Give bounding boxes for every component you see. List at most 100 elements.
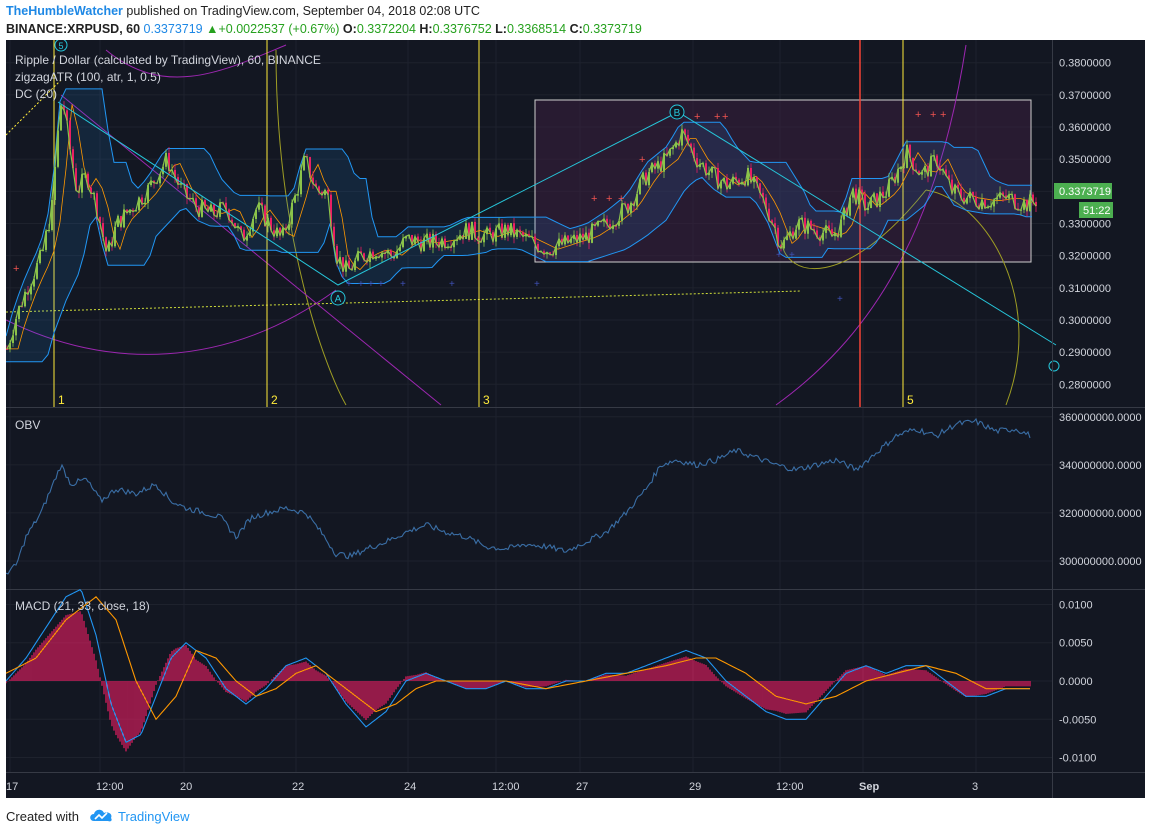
candle-body (918, 171, 920, 175)
time-tick-label: 22 (292, 781, 304, 793)
macd-line (6, 589, 1030, 743)
candle-body (390, 250, 392, 256)
candle-body (333, 226, 335, 246)
candle-body (762, 192, 764, 198)
candle-body (888, 179, 890, 197)
candle-body (6, 348, 8, 350)
candle-body (360, 251, 362, 254)
candle-body (294, 195, 296, 203)
candle-body (564, 235, 566, 245)
candle-body (201, 200, 203, 217)
created-with-text: Created with (6, 809, 79, 824)
obv-tick-label: 340000000.0000 (1059, 460, 1142, 472)
candle-body (45, 231, 47, 250)
candle-body (120, 216, 122, 228)
candle-body (948, 175, 950, 180)
price-tick-label: 0.3000000 (1059, 315, 1111, 327)
pattern-rectangle[interactable] (534, 99, 1032, 263)
buy-signal-icon: + (358, 279, 364, 290)
candle-body (630, 202, 632, 214)
chart-frame[interactable]: A B 5 + + + + + + + + + + + + + + + + + + + + + 0.3800000 0.3… (6, 40, 1145, 798)
candle-body (1035, 201, 1037, 207)
candle-body (945, 169, 947, 176)
candle-body (231, 219, 233, 223)
candle-body (993, 199, 995, 207)
candle-body (327, 189, 329, 195)
cycle-label-5: 5 (907, 393, 914, 407)
candle-body (213, 204, 215, 216)
macd-signal-line (6, 596, 1030, 721)
tradingview-cloud-icon[interactable] (88, 806, 114, 824)
author-link[interactable]: TheHumbleWatcher (6, 4, 123, 18)
candle-body (861, 189, 863, 195)
candle-body (987, 206, 989, 209)
macd-label[interactable]: MACD (21, 33, close, 18) (15, 599, 150, 613)
candle-body (804, 217, 806, 234)
candle-body (657, 161, 659, 169)
candle-body (336, 245, 338, 264)
candle-body (675, 142, 677, 148)
point-a-marker[interactable] (330, 290, 346, 306)
candle-body (798, 219, 800, 230)
candle-body (771, 220, 773, 224)
candle-body (567, 235, 569, 243)
time-tick-label: 20 (180, 781, 192, 793)
candle-body (522, 232, 524, 237)
tradingview-link[interactable]: TradingView (118, 809, 190, 824)
candle-body (516, 229, 518, 237)
candle-body (132, 209, 134, 212)
point-b-label: B (674, 108, 681, 119)
candle-body (621, 203, 623, 222)
candle-body (855, 188, 857, 205)
candle-body (930, 156, 932, 177)
candle-body (270, 217, 272, 231)
candle-body (105, 237, 107, 252)
candle-body (831, 229, 833, 237)
candle-body (966, 198, 968, 204)
candle-body (147, 185, 149, 203)
candle-body (627, 203, 629, 214)
buy-signal-icon: + (449, 279, 455, 290)
candle-body (573, 234, 575, 239)
point-b-marker[interactable] (669, 104, 685, 120)
candle-body (558, 238, 560, 247)
time-tick-label: 12:00 (96, 781, 124, 793)
candle-body (912, 157, 914, 170)
buy-signal-icon: + (346, 279, 352, 290)
point-a-label: A (335, 294, 342, 305)
candle-body (921, 171, 923, 175)
candle-body (528, 234, 530, 237)
cycle-label-3: 3 (483, 393, 490, 407)
candle-body (372, 251, 374, 259)
candle-body (363, 253, 365, 260)
high-value: 0.3376752 (432, 22, 492, 36)
obv-tick-label: 300000000.0000 (1059, 556, 1142, 568)
macd-tick-label: 0.0050 (1059, 638, 1093, 650)
macd-tick-label: -0.0050 (1059, 714, 1096, 726)
candle-body (642, 172, 644, 180)
indicator-zigzag-label[interactable]: zigzagATR (100, atr, 1, 0.5) (15, 70, 161, 84)
candle-body (87, 173, 89, 188)
candle-body (768, 208, 770, 221)
candle-body (720, 181, 722, 189)
candle-body (732, 176, 734, 184)
candle-body (228, 209, 230, 220)
candle-body (477, 237, 479, 241)
candle-body (492, 232, 494, 242)
candle-body (72, 149, 74, 169)
candle-body (705, 163, 707, 176)
candle-body (423, 238, 425, 252)
indicator-dc-label[interactable]: DC (20) (15, 87, 58, 101)
top-badge-marker[interactable] (54, 40, 68, 52)
candle-body (387, 250, 389, 254)
change-up-icon: ▲ (206, 22, 219, 36)
candle-body (159, 174, 161, 184)
time-tick-label: 29 (689, 781, 701, 793)
candle-body (726, 178, 728, 189)
chart-canvas[interactable]: A B 5 ++ + +++ + + + + ++ + + + + + ++ ++ 0.38000000.3… (6, 40, 1145, 798)
price-badge: 0.3373719 (1059, 186, 1111, 198)
candle-body (747, 167, 749, 186)
ohlc-line: BINANCE:XRPUSD, 60 0.3373719 ▲+0.0022537… (6, 21, 642, 37)
candle-body (225, 202, 227, 210)
obv-label[interactable]: OBV (15, 418, 41, 432)
